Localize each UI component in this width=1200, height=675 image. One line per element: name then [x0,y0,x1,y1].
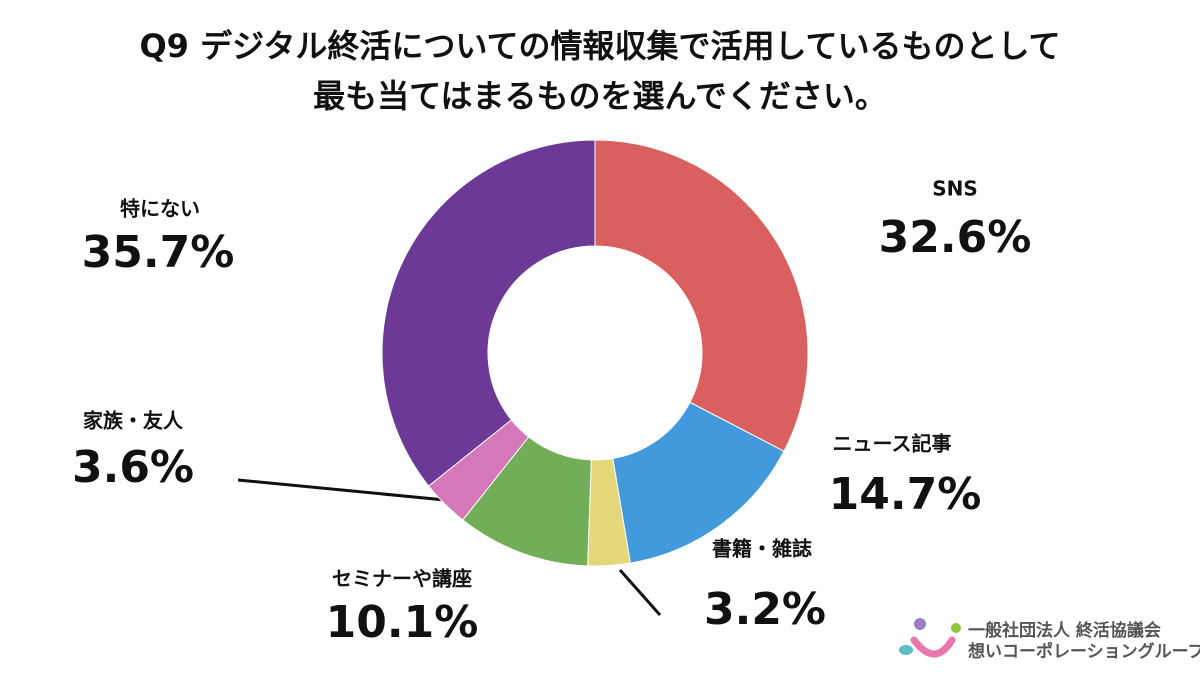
category-label: 特にない [120,197,200,221]
chart-title: 最も当てはまるものを選んでください。 [313,77,887,115]
logo-dot [899,645,913,655]
logo-group: 想いコーポレーショングループ [968,641,1200,662]
value-label: 3.6% [72,442,194,493]
logo: 一般社団法人 終活協議会 想いコーポレーショングループ [899,618,1200,662]
category-label: SNS [932,177,978,201]
logo-dot [951,623,961,633]
donut-slice [612,401,785,564]
leader-line [618,569,662,616]
value-label: 32.6% [879,212,1032,263]
donut-slice [381,139,596,487]
logo-dot [914,618,926,630]
chart-title: Q9 デジタル終活についての情報収集で活用しているものとして [139,27,1060,65]
value-label: 10.1% [326,597,479,648]
category-label: 家族・友人 [83,409,184,433]
logo-org: 一般社団法人 終活協議会 [968,620,1161,641]
value-label: 3.2% [704,584,826,635]
value-label: 35.7% [82,227,235,278]
category-label: セミナーや講座 [332,567,472,591]
leader-line [237,478,446,502]
category-label: 書籍・雑誌 [712,537,812,561]
logo-curve [910,636,956,658]
value-label: 14.7% [829,469,982,520]
donut-slice [594,139,809,452]
category-label: ニュース記事 [833,432,952,456]
